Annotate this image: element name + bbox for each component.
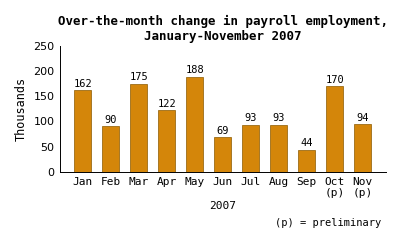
X-axis label: 2007: 2007: [209, 201, 236, 211]
Text: 188: 188: [185, 65, 204, 75]
Bar: [158, 110, 175, 172]
Bar: [354, 124, 371, 172]
Title: Over-the-month change in payroll employment,
January-November 2007: Over-the-month change in payroll employm…: [58, 15, 388, 43]
Text: 44: 44: [300, 138, 313, 148]
Bar: [298, 150, 315, 172]
Text: 122: 122: [158, 99, 176, 109]
Text: (p) = preliminary: (p) = preliminary: [275, 218, 381, 228]
Text: 93: 93: [245, 113, 257, 123]
Text: 93: 93: [273, 113, 285, 123]
Text: 162: 162: [73, 79, 92, 89]
Y-axis label: Thousands: Thousands: [15, 77, 28, 141]
Text: 90: 90: [105, 115, 117, 125]
Bar: [215, 137, 231, 172]
Text: 69: 69: [217, 125, 229, 135]
Bar: [270, 125, 287, 172]
Bar: [242, 125, 259, 172]
Text: 170: 170: [325, 74, 344, 84]
Bar: [326, 86, 343, 172]
Bar: [130, 84, 147, 172]
Bar: [186, 77, 203, 172]
Bar: [74, 90, 91, 172]
Bar: [102, 126, 119, 172]
Text: 94: 94: [356, 113, 369, 123]
Text: 175: 175: [130, 72, 148, 82]
